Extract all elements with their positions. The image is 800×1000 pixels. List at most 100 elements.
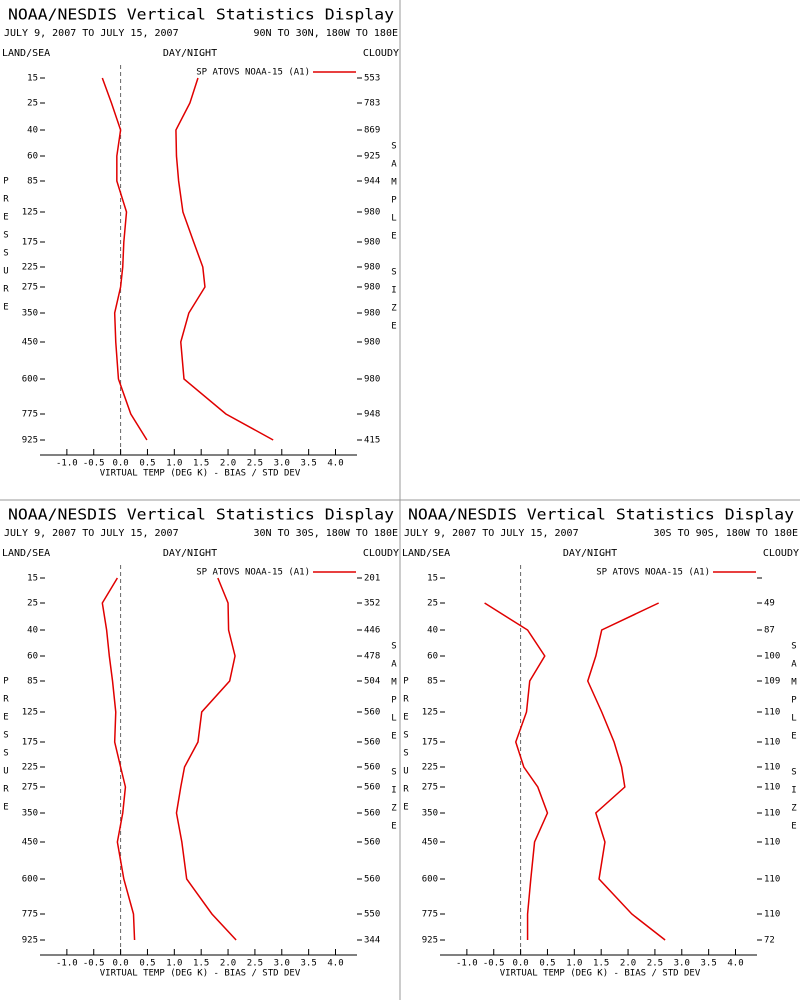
y-tick-label: 350 bbox=[422, 809, 438, 819]
y-tick-label: 450 bbox=[22, 838, 38, 848]
sample-size: 72 bbox=[764, 936, 775, 946]
x-tick-label: 1.5 bbox=[193, 959, 209, 969]
y-tick-label: 125 bbox=[22, 708, 38, 718]
sample-size: 980 bbox=[364, 238, 380, 248]
legend-label: SP ATOVS NOAA-15 (A1) bbox=[196, 568, 310, 578]
day-night: DAY/NIGHT bbox=[163, 48, 217, 59]
y-tick-label: 925 bbox=[22, 936, 38, 946]
y-tick-label: 350 bbox=[22, 809, 38, 819]
x-tick-label: 3.5 bbox=[301, 459, 317, 469]
y-tick-label: 60 bbox=[427, 652, 438, 662]
period: JULY 9, 2007 TO JULY 15, 2007 bbox=[404, 528, 579, 539]
x-tick-label: 1.5 bbox=[193, 459, 209, 469]
x-tick-label: -1.0 bbox=[56, 959, 78, 969]
sample-size: 869 bbox=[364, 126, 380, 136]
sample-size: 980 bbox=[364, 309, 380, 319]
x-tick-label: 4.0 bbox=[327, 959, 343, 969]
cloud: CLOUDY bbox=[763, 548, 799, 559]
y-tick-label: 40 bbox=[27, 126, 38, 136]
sample-size: 49 bbox=[764, 599, 775, 609]
sample-size: 560 bbox=[364, 708, 380, 718]
sample-size: 109 bbox=[764, 677, 780, 687]
sample-size: 560 bbox=[364, 783, 380, 793]
x-tick-label: -1.0 bbox=[56, 459, 78, 469]
day-night: DAY/NIGHT bbox=[563, 548, 617, 559]
x-tick-label: 4.0 bbox=[727, 959, 743, 969]
sample-size: 944 bbox=[364, 177, 380, 187]
y-tick-label: 775 bbox=[422, 910, 438, 920]
x-tick-label: 2.5 bbox=[247, 459, 263, 469]
sample-size: 925 bbox=[364, 152, 380, 162]
sample-size: 980 bbox=[364, 375, 380, 385]
y-tick-label: 15 bbox=[27, 74, 38, 84]
x-axis-label: VIRTUAL TEMP (DEG K) - BIAS / STD DEV bbox=[100, 969, 301, 979]
land-sea: LAND/SEA bbox=[2, 548, 50, 559]
sample-size: 110 bbox=[764, 763, 780, 773]
region: 30S TO 90S, 180W TO 180E bbox=[654, 528, 799, 539]
sample-size: 478 bbox=[364, 652, 380, 662]
sample-size: 948 bbox=[364, 410, 380, 420]
y-tick-label: 25 bbox=[27, 99, 38, 109]
y-tick-label: 85 bbox=[27, 677, 38, 687]
x-tick-label: 1.5 bbox=[593, 959, 609, 969]
y-tick-label: 775 bbox=[22, 910, 38, 920]
legend-label: SP ATOVS NOAA-15 (A1) bbox=[596, 568, 710, 578]
x-tick-label: 1.0 bbox=[166, 959, 182, 969]
sample-size: 553 bbox=[364, 74, 380, 84]
sample-size: 201 bbox=[364, 574, 380, 584]
x-tick-label: 0.5 bbox=[539, 959, 555, 969]
y-tick-label: 15 bbox=[27, 574, 38, 584]
x-tick-label: 0.5 bbox=[139, 459, 155, 469]
sample-size: 110 bbox=[764, 838, 780, 848]
x-tick-label: 3.5 bbox=[701, 959, 717, 969]
x-tick-label: 0.0 bbox=[112, 459, 128, 469]
sample-size: 110 bbox=[764, 738, 780, 748]
sample-size: 560 bbox=[364, 763, 380, 773]
y-tick-label: 275 bbox=[22, 283, 38, 293]
x-tick-label: 2.0 bbox=[220, 459, 236, 469]
sample-size: 560 bbox=[364, 738, 380, 748]
line-std-dev bbox=[175, 77, 274, 441]
x-tick-label: 0.0 bbox=[112, 959, 128, 969]
y-tick-label: 60 bbox=[27, 652, 38, 662]
line-bias bbox=[101, 77, 148, 441]
sample-size: 110 bbox=[764, 910, 780, 920]
y-tick-label: 600 bbox=[422, 875, 438, 885]
y-tick-label: 85 bbox=[427, 677, 438, 687]
y-tick-label: 350 bbox=[22, 309, 38, 319]
x-tick-label: 1.0 bbox=[566, 959, 582, 969]
line-bias bbox=[101, 577, 136, 941]
sample-size: 980 bbox=[364, 338, 380, 348]
x-tick-label: -0.5 bbox=[83, 459, 105, 469]
y-tick-label: 925 bbox=[422, 936, 438, 946]
x-tick-label: 2.5 bbox=[247, 959, 263, 969]
sample-size: 110 bbox=[764, 875, 780, 885]
land-sea: LAND/SEA bbox=[2, 48, 50, 59]
y-tick-label: 40 bbox=[427, 626, 438, 636]
y-tick-label: 125 bbox=[422, 708, 438, 718]
y-tick-label: 15 bbox=[427, 574, 438, 584]
y-tick-label: 225 bbox=[22, 263, 38, 273]
x-tick-label: 0.5 bbox=[139, 959, 155, 969]
sample-size: 560 bbox=[364, 809, 380, 819]
period: JULY 9, 2007 TO JULY 15, 2007 bbox=[4, 528, 179, 539]
sample-size: 446 bbox=[364, 626, 380, 636]
sample-size: 110 bbox=[764, 708, 780, 718]
sample-size: 504 bbox=[364, 677, 380, 687]
sample-size: 100 bbox=[764, 652, 780, 662]
sample-size: 344 bbox=[364, 936, 380, 946]
y-tick-label: 925 bbox=[22, 436, 38, 446]
title: NOAA/NESDIS Vertical Statistics Display bbox=[8, 506, 394, 524]
cloud: CLOUDY bbox=[363, 548, 399, 559]
region: 90N TO 30N, 180W TO 180E bbox=[254, 28, 399, 39]
y-tick-label: 275 bbox=[422, 783, 438, 793]
cloud: CLOUDY bbox=[363, 48, 399, 59]
x-axis-label: VIRTUAL TEMP (DEG K) - BIAS / STD DEV bbox=[100, 469, 301, 479]
sample-size: 980 bbox=[364, 283, 380, 293]
y-tick-label: 25 bbox=[427, 599, 438, 609]
y-tick-label: 175 bbox=[22, 238, 38, 248]
line-std-dev bbox=[586, 602, 666, 941]
line-bias bbox=[484, 602, 549, 940]
y2-axis-label: SAMPLE SIZE bbox=[391, 642, 397, 832]
